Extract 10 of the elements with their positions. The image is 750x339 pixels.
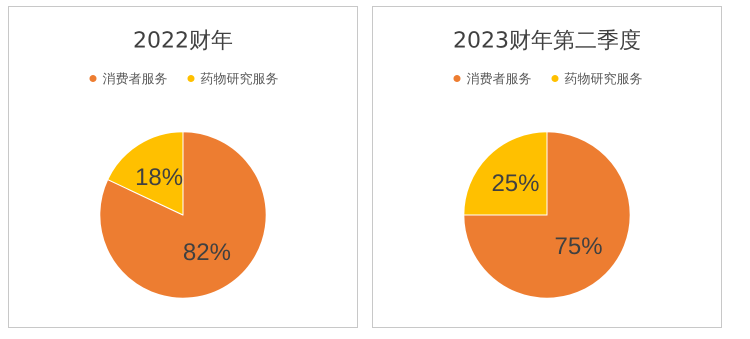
data-label: 75%	[554, 233, 603, 260]
chart-title: 2023财年第二季度	[453, 28, 641, 54]
data-label: 82%	[182, 239, 231, 266]
chart-title: 2022财年	[133, 28, 233, 54]
legend-label: 消费者服务	[466, 71, 532, 86]
data-label: 25%	[491, 170, 540, 197]
legend-label: 药物研究服务	[564, 71, 642, 86]
legend-label: 消费者服务	[102, 71, 168, 86]
data-label: 18%	[135, 164, 184, 191]
legend-label: 药物研究服务	[200, 71, 278, 86]
